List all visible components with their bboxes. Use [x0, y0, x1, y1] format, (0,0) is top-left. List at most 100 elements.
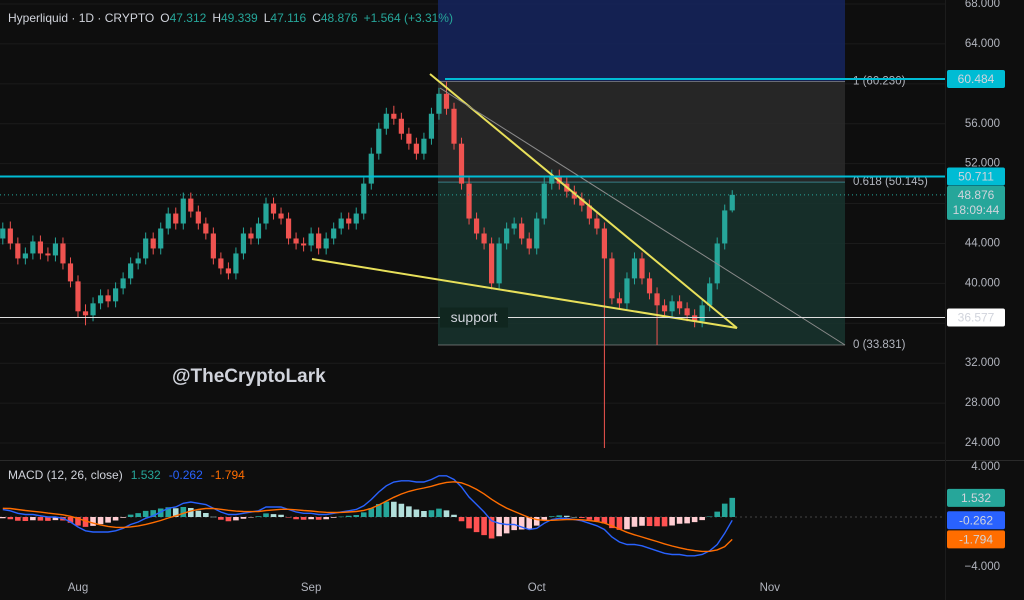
histogram-value: 1.532	[131, 468, 161, 482]
candle-body	[646, 278, 653, 294]
histogram-bar	[556, 515, 563, 517]
candle-body	[677, 301, 683, 309]
candle-body	[105, 295, 111, 302]
candle-body	[443, 93, 450, 109]
candle-body	[376, 128, 382, 154]
histogram-bar	[315, 517, 322, 520]
candle-body	[609, 258, 615, 299]
candle-body	[669, 301, 675, 312]
histogram-bar	[684, 517, 690, 524]
histogram-bar	[225, 517, 232, 522]
macd-value-label: -0.262	[959, 513, 993, 527]
histogram-bar	[714, 511, 720, 517]
price-label: 60.484	[958, 72, 995, 86]
ohlc-value: 49.339	[221, 11, 258, 25]
histogram-bar	[142, 510, 149, 517]
macd-header: MACD (12, 26, close) 1.532 -0.262 -1.794	[8, 468, 245, 482]
histogram-bar	[112, 517, 119, 521]
histogram-bar	[120, 517, 126, 518]
histogram-value-label: 1.532	[961, 491, 991, 505]
candle-body	[0, 228, 6, 239]
y-tick-label: −4.000	[965, 561, 1001, 573]
candle-body	[15, 243, 21, 259]
histogram-bar	[105, 517, 111, 523]
candle-body	[218, 258, 224, 269]
candle-body	[165, 213, 171, 229]
y-tick-label: 44.000	[965, 238, 1000, 250]
histogram-bar	[616, 517, 623, 530]
change: +1.564 (+3.31%)	[364, 11, 453, 25]
macd-value-box	[947, 511, 1005, 530]
fib-label: 0 (33.831)	[853, 339, 906, 351]
candle-body	[7, 228, 13, 244]
histogram-bar	[699, 517, 705, 521]
histogram-bar	[676, 517, 683, 524]
histogram-bar	[210, 516, 217, 518]
candle-body	[451, 108, 457, 144]
candle-body	[534, 218, 540, 249]
fib-zone	[438, 0, 845, 82]
x-tick-label: Sep	[301, 582, 321, 594]
histogram-bar	[646, 517, 653, 526]
histogram-bar	[571, 517, 578, 518]
y-tick-label: 40.000	[965, 277, 1000, 289]
histogram-bar	[661, 517, 668, 527]
histogram-bar	[383, 501, 390, 517]
candle-body	[113, 288, 119, 302]
ohlc-prefix: L	[264, 11, 271, 25]
histogram-bar	[37, 517, 44, 521]
histogram-bar	[278, 514, 284, 517]
histogram-bar	[82, 517, 89, 527]
candle-body	[52, 243, 59, 256]
candle-body	[210, 233, 216, 259]
candle-body	[511, 223, 517, 229]
candle-body	[75, 281, 81, 312]
histogram-bar	[97, 517, 104, 525]
histogram-bar	[436, 508, 442, 517]
histogram-bar	[428, 510, 435, 517]
histogram-bar	[90, 517, 96, 526]
trend-line	[429, 73, 738, 329]
candle-body	[90, 303, 96, 316]
candle-body	[293, 238, 299, 244]
histogram-bar	[639, 517, 645, 526]
price-label: 50.711	[958, 170, 994, 184]
ohlc-value: 47.116	[270, 11, 306, 25]
candle-body	[353, 213, 359, 224]
candle-body	[308, 233, 314, 246]
candle-body	[383, 113, 389, 129]
histogram-bar	[188, 508, 194, 517]
candle-body	[255, 223, 262, 239]
candle-body	[594, 218, 600, 229]
candle-body	[331, 228, 337, 239]
histogram-bar	[285, 517, 292, 518]
histogram-bar	[451, 514, 457, 517]
candle-body	[489, 243, 495, 284]
candle-body	[225, 268, 231, 274]
candle-body	[729, 194, 735, 211]
candle-body	[436, 93, 442, 114]
candle-body	[481, 233, 487, 244]
histogram-bar	[172, 508, 179, 517]
histogram-bar	[45, 517, 51, 521]
candle-body	[504, 228, 510, 244]
histogram-bar	[308, 517, 314, 520]
price-label: 36.577	[958, 311, 995, 325]
candle-body	[188, 198, 194, 212]
ohlc-prefix: C	[312, 11, 321, 25]
candle-body	[97, 295, 104, 304]
x-tick-label: Nov	[760, 582, 781, 594]
histogram-value-box	[947, 488, 1005, 507]
price-label-box	[947, 167, 1005, 186]
y-tick-label: 24.000	[965, 437, 1000, 449]
histogram-bar	[586, 517, 593, 520]
histogram-bar	[691, 517, 698, 523]
candle-body	[60, 243, 66, 264]
histogram-bar	[601, 517, 608, 524]
histogram-bar	[30, 517, 36, 521]
y-tick-label: 68.000	[965, 0, 1000, 10]
candle-body	[571, 191, 577, 199]
histogram-bar	[376, 504, 382, 517]
